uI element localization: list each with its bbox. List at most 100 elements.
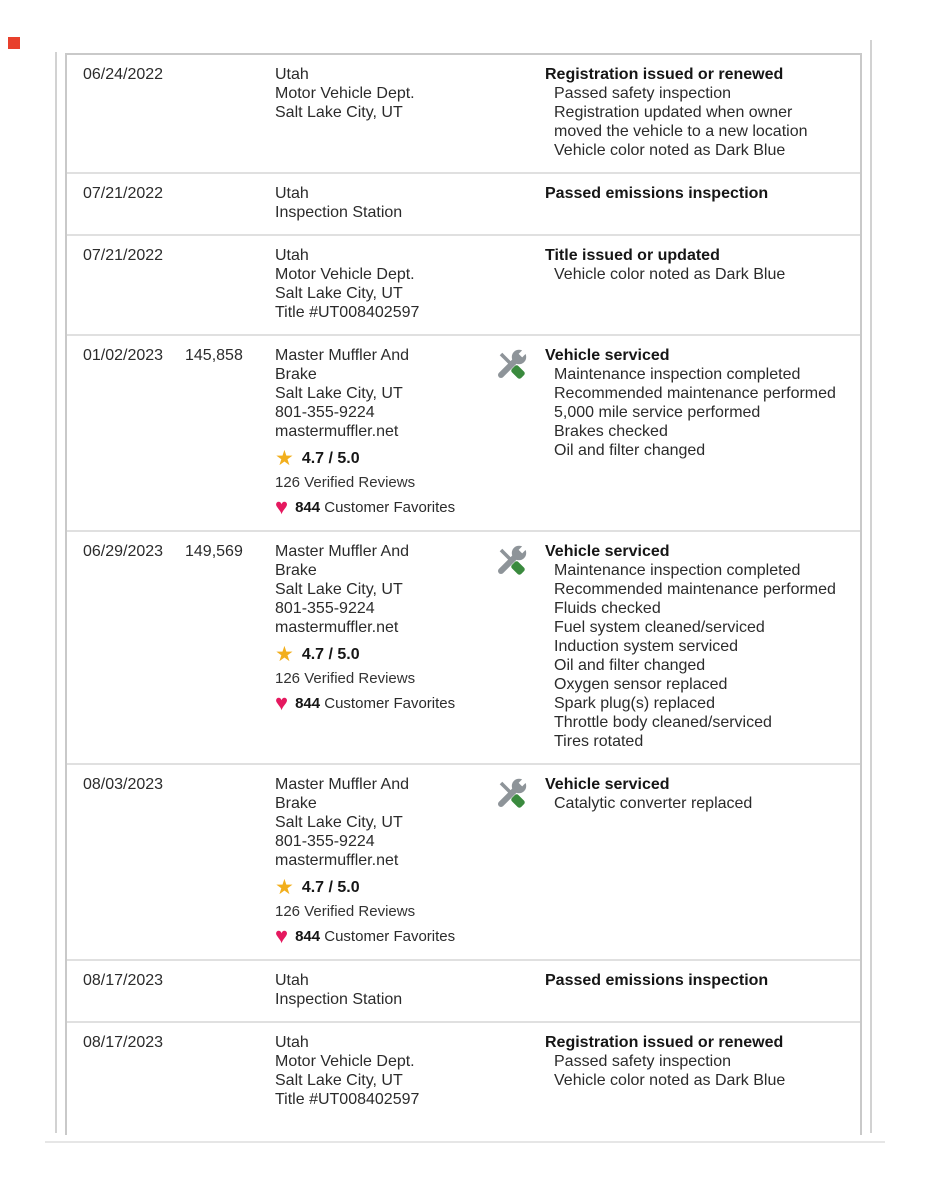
event-detail: Recommended maintenance performed <box>554 385 836 402</box>
history-row: 08/03/2023 Master Muffler And Brake Salt L… <box>67 763 860 959</box>
rating-value: 4.7 / 5.0 <box>301 449 360 467</box>
event-source: Utah Inspection Station <box>275 971 475 1009</box>
heart-icon: ♥ <box>275 690 289 715</box>
history-row: 07/21/2022 Utah Motor Vehicle Dept. Salt L… <box>67 234 860 334</box>
history-row: 08/17/2023 Utah Motor Vehicle Dept. Salt L… <box>67 1021 860 1121</box>
event-detail: Registration updated when owner moved th… <box>554 104 808 140</box>
event-detail: Tires rotated <box>554 733 644 750</box>
event-date: 08/03/2023 <box>83 776 164 793</box>
source-line: Master Muffler And <box>275 347 409 364</box>
customer-favorites-line: ♥ 844 Customer Favorites <box>275 692 467 714</box>
event-source: Utah Motor Vehicle Dept. Salt Lake City, U… <box>275 65 475 122</box>
vehicle-history-table: 06/24/2022 Utah Motor Vehicle Dept. Salt L… <box>65 53 862 1135</box>
customer-favorites-line: ♥ 844 Customer Favorites <box>275 925 467 947</box>
event-detail: Brakes checked <box>554 423 668 440</box>
source-line: Brake <box>275 795 317 812</box>
source-line: 801-355-9224 <box>275 833 375 850</box>
event-detail: Maintenance inspection completed <box>554 366 801 383</box>
source-line: Brake <box>275 366 317 383</box>
vendor-rating-line: ★ 4.7 / 5.0 <box>275 875 467 899</box>
heart-icon: ♥ <box>275 494 289 519</box>
event-mileage: 145,858 <box>185 347 243 364</box>
source-line: Utah <box>275 185 309 202</box>
event-details: Registration issued or renewed Passed sa… <box>545 65 848 160</box>
service-tools-icon <box>498 347 529 379</box>
source-line: 801-355-9224 <box>275 600 375 617</box>
source-line: Salt Lake City, UT <box>275 1072 403 1089</box>
event-detail: Oil and filter changed <box>554 657 706 674</box>
event-detail: Passed safety inspection <box>554 85 731 102</box>
history-row: 06/29/2023 149,569 Master Muffler And Bra… <box>67 530 860 763</box>
page-right-rule <box>870 40 872 1133</box>
customer-favorites-text: 844 Customer Favorites <box>295 498 456 516</box>
event-title: Passed emissions inspection <box>545 185 769 202</box>
event-source: Master Muffler And Brake Salt Lake City, U… <box>275 775 475 947</box>
event-details: Registration issued or renewed Passed sa… <box>545 1033 848 1090</box>
source-line: Motor Vehicle Dept. <box>275 85 415 102</box>
event-detail: Vehicle color noted as Dark Blue <box>554 142 786 159</box>
source-line: Motor Vehicle Dept. <box>275 266 415 283</box>
event-mileage: 149,569 <box>185 543 243 560</box>
service-icon-cell <box>475 542 545 579</box>
service-tools-icon <box>498 543 529 575</box>
event-detail: Recommended maintenance performed <box>554 581 836 598</box>
heart-icon: ♥ <box>275 923 289 948</box>
source-line: Salt Lake City, UT <box>275 285 403 302</box>
event-date: 06/29/2023 <box>83 543 164 560</box>
source-line: Salt Lake City, UT <box>275 581 403 598</box>
event-source: Master Muffler And Brake Salt Lake City, U… <box>275 542 475 714</box>
event-source: Utah Inspection Station <box>275 184 475 222</box>
event-detail: Spark plug(s) replaced <box>554 695 715 712</box>
event-title: Registration issued or renewed <box>545 66 784 83</box>
event-detail: Induction system serviced <box>554 638 739 655</box>
customer-favorites-text: 844 Customer Favorites <box>295 927 456 945</box>
history-row: 07/21/2022 Utah Inspection Station Passed… <box>67 172 860 234</box>
page-bottom-rule <box>45 1141 885 1143</box>
history-row: 06/24/2022 Utah Motor Vehicle Dept. Salt L… <box>67 55 860 172</box>
rating-value: 4.7 / 5.0 <box>301 645 360 663</box>
source-line: Utah <box>275 247 309 264</box>
event-detail: Fluids checked <box>554 600 661 617</box>
page-left-rule <box>55 52 57 1133</box>
event-details: Passed emissions inspection <box>545 971 848 990</box>
verified-reviews: 126 Verified Reviews <box>275 474 416 491</box>
event-details: Passed emissions inspection <box>545 184 848 203</box>
event-detail: Maintenance inspection completed <box>554 562 801 579</box>
source-line: Utah <box>275 972 309 989</box>
source-line: Title #UT008402597 <box>275 1091 420 1108</box>
event-detail: Oil and filter changed <box>554 442 706 459</box>
source-line: Salt Lake City, UT <box>275 104 403 121</box>
event-title: Passed emissions inspection <box>545 972 769 989</box>
history-row: 08/17/2023 Utah Inspection Station Passed… <box>67 959 860 1021</box>
event-detail: Fuel system cleaned/serviced <box>554 619 765 636</box>
favorites-count: 844 <box>295 927 321 945</box>
event-date: 07/21/2022 <box>83 185 164 202</box>
source-line: Inspection Station <box>275 991 403 1008</box>
event-details: Vehicle serviced Maintenance inspection … <box>545 346 848 460</box>
source-line: Inspection Station <box>275 204 403 221</box>
event-title: Vehicle serviced <box>545 347 670 364</box>
event-date: 01/02/2023 <box>83 347 164 364</box>
event-details: Vehicle serviced Catalytic converter rep… <box>545 775 848 813</box>
star-icon: ★ <box>275 642 294 666</box>
source-line: mastermuffler.net <box>275 852 399 869</box>
source-line: mastermuffler.net <box>275 423 399 440</box>
event-source: Master Muffler And Brake Salt Lake City, U… <box>275 346 475 518</box>
event-details: Vehicle serviced Maintenance inspection … <box>545 542 848 751</box>
vendor-rating-line: ★ 4.7 / 5.0 <box>275 446 467 470</box>
source-line: Salt Lake City, UT <box>275 385 403 402</box>
event-date: 06/24/2022 <box>83 66 164 83</box>
source-line: Master Muffler And <box>275 543 409 560</box>
source-line: Motor Vehicle Dept. <box>275 1053 415 1070</box>
source-line: Utah <box>275 66 309 83</box>
event-details: Title issued or updated Vehicle color no… <box>545 246 848 284</box>
service-tools-icon <box>498 776 529 808</box>
source-line: Utah <box>275 1034 309 1051</box>
event-detail: Catalytic converter replaced <box>554 795 753 812</box>
source-line: Title #UT008402597 <box>275 304 420 321</box>
verified-reviews: 126 Verified Reviews <box>275 903 416 920</box>
event-title: Registration issued or renewed <box>545 1034 784 1051</box>
star-icon: ★ <box>275 875 294 899</box>
service-icon-cell <box>475 346 545 383</box>
source-line: mastermuffler.net <box>275 619 399 636</box>
